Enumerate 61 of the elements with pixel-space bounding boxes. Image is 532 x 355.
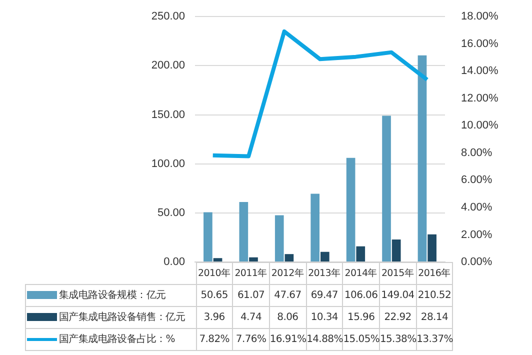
data-label: 3.96 — [196, 306, 233, 328]
data-label: 106.06 — [342, 284, 380, 306]
bar — [392, 240, 401, 262]
data-label: 7.76% — [232, 328, 270, 350]
y2-tick-label: 2.00% — [461, 228, 492, 241]
legend-label: 集成电路设备规模：亿元 — [26, 284, 196, 306]
y-tick-label: 100.00 — [151, 158, 185, 170]
y-tick-label: 250.00 — [151, 10, 185, 23]
data-label: 7.82% — [196, 328, 233, 350]
y-tick-label: 50.00 — [157, 206, 185, 219]
y2-tick-label: 0.00% — [461, 256, 492, 268]
data-label: 15.05% — [342, 328, 380, 350]
data-label: 8.06 — [269, 306, 306, 328]
y2-tick-label: 14.00% — [461, 65, 499, 78]
data-label: 10.34 — [306, 306, 343, 328]
bar — [320, 252, 330, 262]
y-tick-label: 200.00 — [151, 60, 185, 72]
x-tick-label: 2012年 — [269, 262, 306, 284]
data-label: 14.88% — [306, 328, 343, 350]
data-label: 13.37% — [416, 328, 453, 350]
bar — [418, 55, 427, 262]
y2-tick-label: 8.00% — [461, 146, 492, 159]
legend-label: 国产集成电路设备销售：亿元 — [26, 306, 196, 328]
data-label: 50.65 — [196, 284, 233, 306]
y2-tick-label: 18.00% — [461, 10, 499, 23]
bar — [274, 215, 284, 262]
bar — [310, 194, 320, 262]
bar — [382, 116, 391, 262]
y-tick-label: 150.00 — [151, 108, 185, 121]
y2-tick-label: 6.00% — [461, 174, 492, 186]
data-label: 149.04 — [379, 284, 416, 306]
x-tick-label: 2013年 — [306, 262, 343, 284]
x-tick-label: 2016年 — [416, 262, 453, 284]
y2-tick-label: 12.00% — [461, 92, 499, 104]
bar — [239, 202, 248, 262]
bar — [249, 257, 258, 262]
x-tick-label: 2010年 — [196, 262, 233, 284]
bar — [284, 254, 294, 262]
y-tick-label: 0.00 — [164, 256, 185, 268]
data-label: 69.47 — [306, 284, 343, 306]
bar — [428, 234, 436, 262]
data-label: 15.96 — [342, 306, 380, 328]
data-label: 15.38% — [379, 328, 416, 350]
data-label: 16.91% — [269, 328, 306, 350]
y2-tick-label: 4.00% — [461, 202, 492, 214]
bar — [346, 158, 356, 262]
data-label: 22.92 — [379, 306, 416, 328]
data-label: 210.52 — [416, 284, 453, 306]
data-label: 28.14 — [416, 306, 453, 328]
data-label: 61.07 — [232, 284, 270, 306]
bar — [356, 246, 366, 262]
bar — [204, 212, 212, 262]
legend-label: 国产集成电路设备占比：% — [26, 328, 196, 350]
x-tick-label: 2015年 — [379, 262, 416, 284]
x-tick-label: 2014年 — [342, 262, 380, 284]
bar — [213, 258, 222, 262]
y2-tick-label: 10.00% — [461, 120, 499, 132]
data-label: 47.67 — [269, 284, 306, 306]
x-tick-label: 2011年 — [232, 262, 270, 284]
data-label: 4.74 — [232, 306, 270, 328]
y2-tick-label: 16.00% — [461, 38, 499, 50]
